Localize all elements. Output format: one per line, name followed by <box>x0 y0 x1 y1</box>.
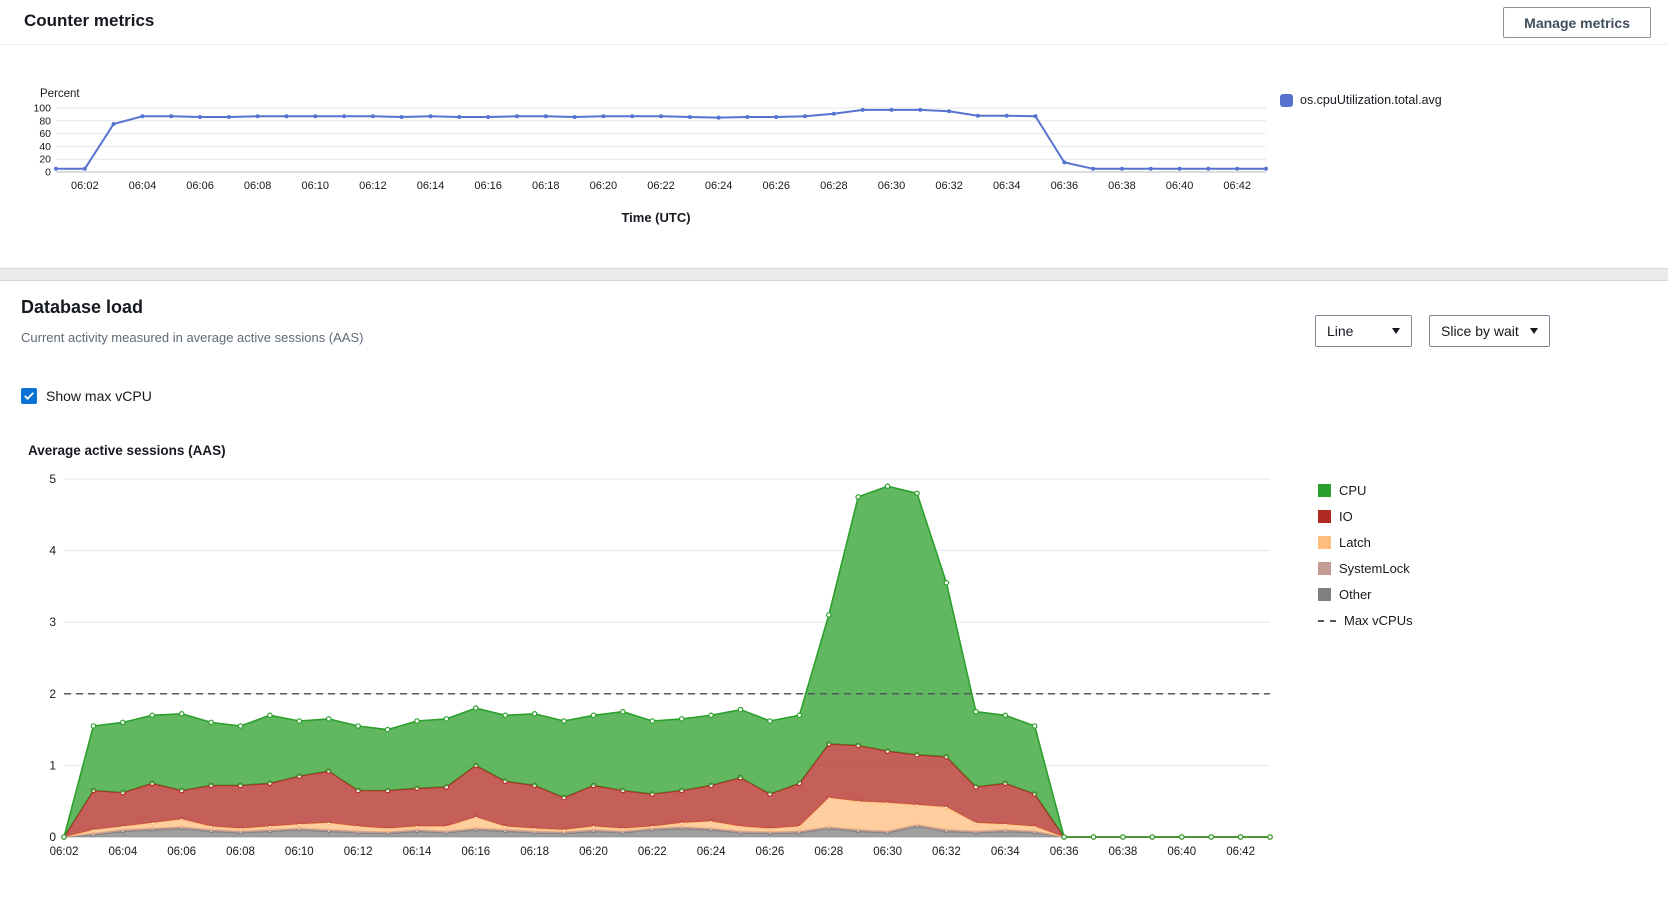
legend-label: Latch <box>1339 535 1371 550</box>
svg-text:06:10: 06:10 <box>302 180 330 192</box>
svg-text:06:20: 06:20 <box>590 180 618 192</box>
svg-text:4: 4 <box>49 544 56 558</box>
svg-text:06:14: 06:14 <box>403 846 432 858</box>
chart-type-select[interactable]: Line <box>1315 315 1412 347</box>
counter-legend-swatch <box>1280 93 1293 107</box>
chart-type-select-value: Line <box>1327 323 1354 339</box>
legend-label: Max vCPUs <box>1344 613 1413 628</box>
svg-text:06:18: 06:18 <box>532 180 560 192</box>
legend-label: IO <box>1339 509 1353 524</box>
legend-item-latch: Latch <box>1318 535 1413 550</box>
svg-text:5: 5 <box>49 472 56 486</box>
legend-label: Other <box>1339 587 1372 602</box>
svg-text:60: 60 <box>39 128 51 140</box>
svg-text:06:38: 06:38 <box>1109 846 1138 858</box>
counter-legend-label: os.cpuUtilization.total.avg <box>1300 93 1442 107</box>
show-max-vcpu-label: Show max vCPU <box>46 388 152 404</box>
db-load-chart-svg: 0 1 2 3 4 5 06:02 06:04 06:06 06:08 06:10 06:12 06:1… <box>49 472 1273 858</box>
svg-text:06:10: 06:10 <box>285 846 314 858</box>
slice-by-select[interactable]: Slice by wait <box>1429 315 1550 347</box>
svg-text:06:22: 06:22 <box>638 846 667 858</box>
svg-text:40: 40 <box>39 141 51 153</box>
color-swatch <box>1318 510 1331 523</box>
svg-text:0: 0 <box>45 167 51 179</box>
svg-text:06:42: 06:42 <box>1223 180 1251 192</box>
svg-text:06:24: 06:24 <box>705 180 733 192</box>
svg-text:2: 2 <box>49 687 56 701</box>
legend-item-other: Other <box>1318 587 1413 602</box>
counter-legend: os.cpuUtilization.total.avg <box>1280 93 1442 107</box>
svg-text:06:12: 06:12 <box>359 180 387 192</box>
svg-text:06:08: 06:08 <box>244 180 272 192</box>
counter-y-axis-label: Percent <box>40 88 80 100</box>
svg-text:1: 1 <box>49 758 56 772</box>
svg-text:06:32: 06:32 <box>935 180 963 192</box>
color-swatch <box>1318 588 1331 601</box>
database-load-subtitle: Current activity measured in average act… <box>21 330 364 345</box>
legend-item-cpu: CPU <box>1318 483 1413 498</box>
svg-text:06:32: 06:32 <box>932 846 961 858</box>
show-max-vcpu-checkbox[interactable] <box>21 388 37 404</box>
svg-text:06:24: 06:24 <box>697 846 726 858</box>
svg-text:06:38: 06:38 <box>1108 180 1136 192</box>
svg-text:06:14: 06:14 <box>417 180 445 192</box>
svg-text:06:02: 06:02 <box>50 846 79 858</box>
legend-label: SystemLock <box>1339 561 1410 576</box>
svg-text:06:18: 06:18 <box>520 846 549 858</box>
legend-label: CPU <box>1339 483 1367 498</box>
section-divider <box>0 268 1668 281</box>
dashed-line-swatch <box>1318 619 1336 622</box>
database-load-title: Database load <box>21 297 144 317</box>
svg-text:06:06: 06:06 <box>186 180 214 192</box>
check-icon <box>24 392 34 400</box>
svg-text:0: 0 <box>49 830 56 844</box>
svg-text:06:40: 06:40 <box>1167 846 1196 858</box>
svg-text:06:06: 06:06 <box>167 846 196 858</box>
svg-text:3: 3 <box>49 615 56 629</box>
svg-text:06:40: 06:40 <box>1166 180 1194 192</box>
svg-text:06:36: 06:36 <box>1050 846 1079 858</box>
svg-text:06:26: 06:26 <box>756 846 785 858</box>
svg-text:06:08: 06:08 <box>226 846 255 858</box>
svg-text:20: 20 <box>39 154 51 166</box>
svg-text:06:30: 06:30 <box>878 180 906 192</box>
counter-metrics-title: Counter metrics <box>24 11 155 30</box>
color-swatch <box>1318 484 1331 497</box>
svg-text:06:34: 06:34 <box>993 180 1021 192</box>
svg-text:06:16: 06:16 <box>461 846 490 858</box>
svg-text:06:12: 06:12 <box>344 846 373 858</box>
legend-item-systemlock: SystemLock <box>1318 561 1413 576</box>
chevron-down-icon <box>1530 328 1538 334</box>
svg-text:80: 80 <box>39 115 51 127</box>
manage-metrics-button[interactable]: Manage metrics <box>1503 7 1651 38</box>
counter-x-axis-label: Time (UTC) <box>621 210 691 225</box>
aas-chart-title: Average active sessions (AAS) <box>28 443 226 458</box>
color-swatch <box>1318 536 1331 549</box>
svg-text:06:04: 06:04 <box>108 846 137 858</box>
svg-text:06:16: 06:16 <box>474 180 502 192</box>
svg-text:06:20: 06:20 <box>579 846 608 858</box>
svg-text:06:26: 06:26 <box>762 180 790 192</box>
svg-text:06:22: 06:22 <box>647 180 675 192</box>
svg-text:100: 100 <box>33 103 51 115</box>
color-swatch <box>1318 562 1331 575</box>
svg-text:06:04: 06:04 <box>129 180 157 192</box>
svg-text:06:42: 06:42 <box>1226 846 1255 858</box>
svg-text:06:02: 06:02 <box>71 180 99 192</box>
svg-text:06:36: 06:36 <box>1051 180 1079 192</box>
counter-metrics-header: Counter metrics Manage metrics <box>0 0 1668 45</box>
legend-item-max-vcpus: Max vCPUs <box>1318 613 1413 628</box>
svg-text:06:34: 06:34 <box>991 846 1020 858</box>
db-load-legend: CPU IO Latch SystemLock Other Max vCPUs <box>1318 483 1413 639</box>
svg-text:06:28: 06:28 <box>820 180 848 192</box>
slice-by-select-value: Slice by wait <box>1441 323 1519 339</box>
chevron-down-icon <box>1392 328 1400 334</box>
show-max-vcpu-row: Show max vCPU <box>21 388 152 404</box>
legend-item-io: IO <box>1318 509 1413 524</box>
svg-text:06:30: 06:30 <box>873 846 902 858</box>
svg-text:06:28: 06:28 <box>814 846 843 858</box>
